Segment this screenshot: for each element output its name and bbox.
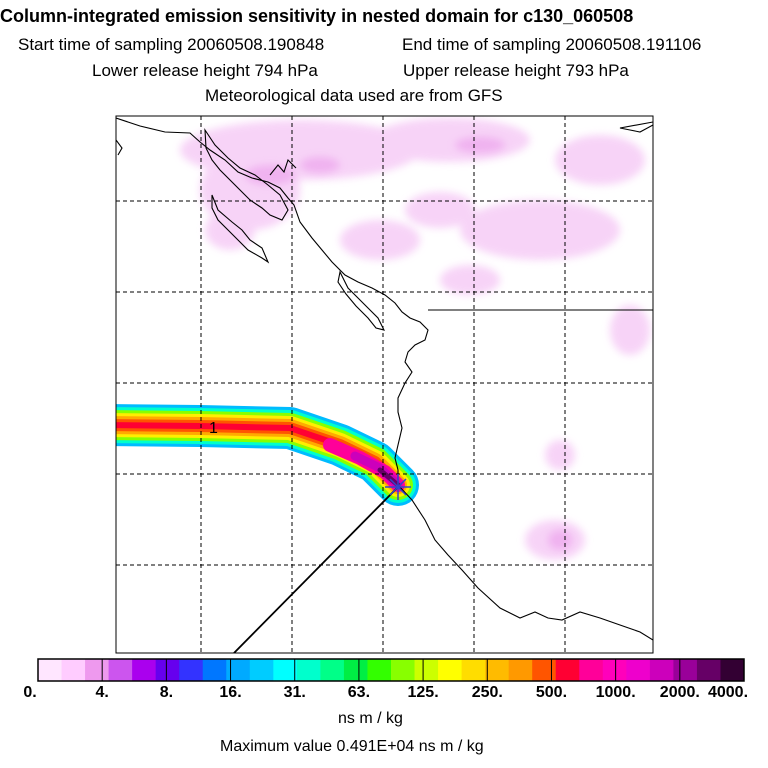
colorbar [37, 658, 745, 682]
colorbar-swatch [673, 659, 698, 681]
colorbar-swatch [414, 659, 439, 681]
colorbar-swatch [508, 659, 533, 681]
colorbar-swatch [438, 659, 463, 681]
colorbar-swatch [61, 659, 86, 681]
colorbar-tick-label: 31. [283, 684, 306, 701]
colorbar-swatch [555, 659, 580, 681]
colorbar-swatch [179, 659, 204, 681]
colorbar-swatch [108, 659, 133, 681]
flight-track-line [233, 486, 399, 653]
colorbar-tick-label: 500. [535, 684, 568, 701]
colorbar-tick-label: 4000. [707, 684, 749, 701]
colorbar-tick-label: 125. [407, 684, 439, 701]
colorbar-swatch [249, 659, 274, 681]
colorbar-swatch [626, 659, 651, 681]
maximum-value-label: Maximum value 0.491E+04 ns m / kg [220, 738, 484, 755]
colorbar-swatch [485, 659, 510, 681]
colorbar-swatch [602, 659, 627, 681]
colorbar-swatch [202, 659, 227, 681]
colorbar-swatch [38, 659, 63, 681]
colorbar-tick-label: 0. [23, 684, 37, 701]
map-frame [115, 115, 654, 654]
start-time-label: Start time of sampling 20060508.190848 [18, 35, 325, 54]
colorbar-frame [37, 658, 745, 682]
plume-time-label: 1 [209, 420, 218, 437]
colorbar-units: ns m / kg [338, 710, 403, 727]
lat-lon-grid [116, 116, 653, 653]
colorbar-tick-label: 8. [159, 684, 174, 701]
map-title: Column-integrated emission sensitivity i… [0, 6, 634, 26]
met-data-label: Meteorological data used are from GFS [205, 86, 503, 105]
colorbar-swatch [273, 659, 298, 681]
colorbar-swatch [296, 659, 321, 681]
colorbar-swatch [226, 659, 251, 681]
colorbar-swatch [579, 659, 604, 681]
end-time-label: End time of sampling 20060508.191106 [402, 35, 702, 54]
emission-plume [116, 404, 419, 506]
upper-height-label: Upper release height 793 hPa [403, 61, 629, 80]
colorbar-tick-label: 63. [347, 684, 371, 701]
colorbar-tick-label: 1000. [595, 684, 636, 701]
colorbar-tick-label: 16. [219, 684, 242, 701]
lower-height-label: Lower release height 794 hPa [92, 61, 318, 80]
colorbar-swatch [367, 659, 392, 681]
colorbar-swatch [696, 659, 721, 681]
colorbar-tick-label: 2000. [659, 684, 700, 701]
colorbar-swatch [391, 659, 416, 681]
colorbar-swatch [320, 659, 345, 681]
colorbar-swatch [720, 659, 745, 681]
colorbar-swatch [461, 659, 486, 681]
colorbar-tick-label: 250. [471, 684, 503, 701]
colorbar-swatch [132, 659, 157, 681]
colorbar-swatch [532, 659, 557, 681]
release-point-marker [385, 474, 411, 500]
coastline [116, 117, 653, 641]
colorbar-swatch [85, 659, 110, 681]
colorbar-swatch [343, 659, 368, 681]
colorbar-tick-label: 4. [95, 684, 109, 701]
colorbar-swatch [649, 659, 674, 681]
colorbar-swatch [155, 659, 180, 681]
